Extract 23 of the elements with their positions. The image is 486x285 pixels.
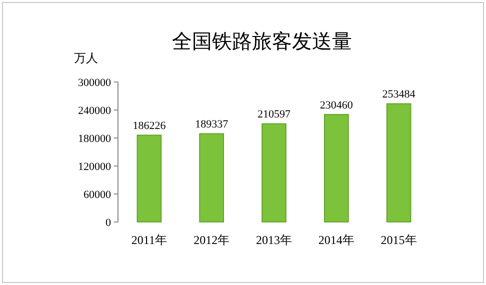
bar [324,114,349,222]
x-tick-label: 2015年 [380,233,417,247]
data-label: 189337 [195,118,229,131]
bar [386,103,412,222]
bar [199,133,224,222]
data-label: 186226 [132,120,166,132]
x-tick-label: 2012年 [194,233,230,247]
y-tick-label: 240000 [78,105,112,117]
y-tick-label: 300000 [78,77,112,89]
bar [136,134,162,222]
data-label: 253484 [382,88,416,101]
y-tick-label: 60000 [84,189,112,201]
y-axis-title: 万人 [74,51,98,65]
data-label: 230460 [320,99,354,112]
y-tick-label: 180000 [78,133,112,145]
y-tick-label: 0 [106,217,112,229]
bar [262,123,286,222]
x-tick-label: 2013年 [256,233,292,247]
data-label: 210597 [258,108,291,121]
chart-title: 全国铁路旅客发送量 [172,29,352,53]
x-tick-label: 2014年 [318,233,354,247]
y-tick-label: 120000 [78,161,112,173]
x-tick-label: 2011年 [131,233,167,247]
